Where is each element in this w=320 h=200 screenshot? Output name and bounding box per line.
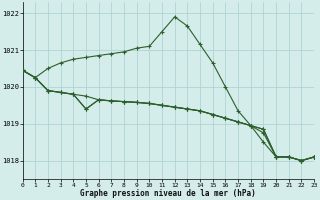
X-axis label: Graphe pression niveau de la mer (hPa): Graphe pression niveau de la mer (hPa) — [81, 189, 256, 198]
